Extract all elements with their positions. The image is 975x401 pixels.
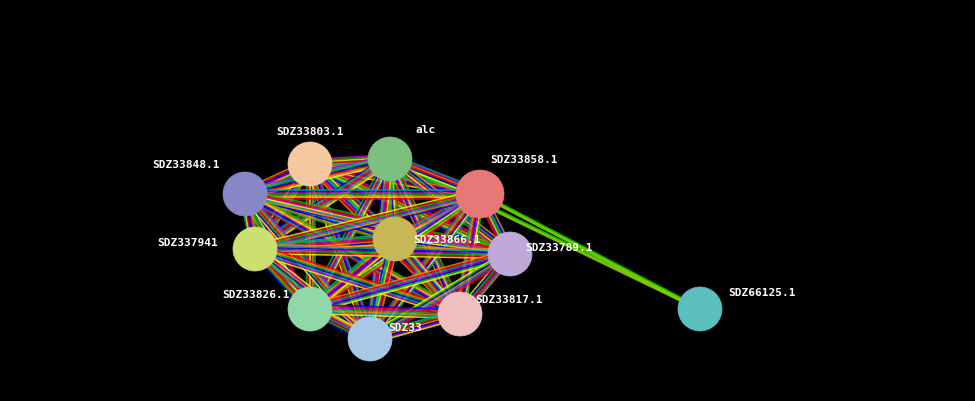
Text: SDZ33866.1: SDZ33866.1: [413, 235, 481, 244]
Circle shape: [233, 227, 277, 271]
Text: alc: alc: [415, 125, 435, 135]
Text: SDZ33789.1: SDZ33789.1: [525, 242, 593, 252]
Circle shape: [373, 217, 417, 261]
Text: SDZ33: SDZ33: [388, 322, 422, 332]
Text: SDZ33826.1: SDZ33826.1: [222, 289, 290, 299]
Text: SDZ33858.1: SDZ33858.1: [490, 155, 558, 164]
Circle shape: [368, 138, 412, 182]
Circle shape: [288, 143, 332, 186]
Circle shape: [456, 170, 504, 219]
Text: SDZ33817.1: SDZ33817.1: [475, 294, 542, 304]
Text: SDZ33848.1: SDZ33848.1: [152, 160, 220, 170]
Circle shape: [488, 233, 532, 276]
Circle shape: [288, 287, 332, 331]
Text: SDZ337941: SDZ337941: [157, 237, 218, 247]
Circle shape: [223, 172, 267, 217]
Text: SDZ66125.1: SDZ66125.1: [728, 287, 796, 297]
Text: SDZ33803.1: SDZ33803.1: [276, 127, 344, 137]
Circle shape: [438, 292, 482, 336]
Circle shape: [348, 317, 392, 361]
Circle shape: [678, 287, 722, 331]
